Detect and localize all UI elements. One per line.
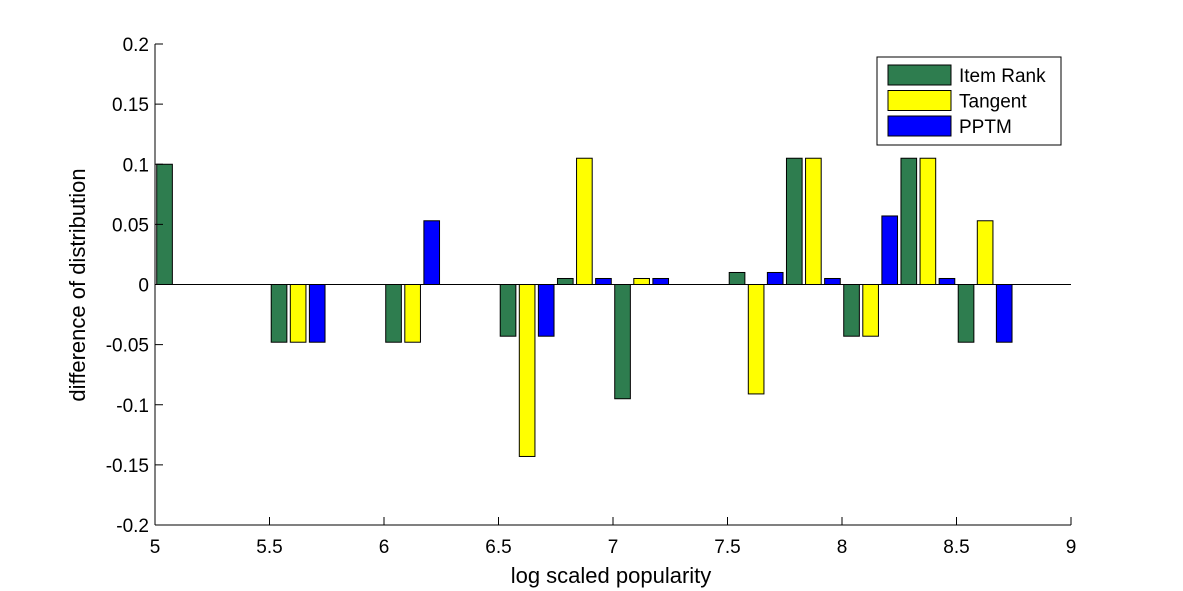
ticks-layer: 0.2 0.15 0.1 0.05 0 -0.05 -0.1 -0.15 -0.25 5.5 6 6.… <box>106 35 1077 558</box>
legend-label-tangent: Tangent <box>959 92 1027 113</box>
x-tick-label: 5 <box>150 537 161 558</box>
bar-item-rank <box>614 284 631 400</box>
y-tick-label: 0.15 <box>112 95 149 116</box>
x-tick-label: 6 <box>379 537 390 558</box>
bar-item-rank <box>728 271 746 286</box>
y-tick-label: -0.1 <box>116 396 149 417</box>
y-axis-label: difference of distribution <box>65 168 90 401</box>
bar-pptm <box>881 215 899 286</box>
bar-pptm <box>595 277 612 285</box>
x-tick-label: 7 <box>608 537 619 558</box>
bar-tangent <box>633 277 650 285</box>
bar-item-rank <box>270 284 288 343</box>
bars-layer <box>156 157 1013 457</box>
legend: Item Rank Tangent PPTM <box>876 56 1062 146</box>
bar-pptm <box>537 284 555 337</box>
bar-item-rank <box>385 284 402 343</box>
legend-swatch-item-rank <box>887 64 952 86</box>
bar-tangent <box>518 284 536 457</box>
x-tick-label: 5.5 <box>256 537 282 558</box>
bar-tangent <box>919 157 937 286</box>
legend-label-item-rank: Item Rank <box>959 66 1046 87</box>
bar-pptm <box>766 271 784 286</box>
legend-swatch-pptm <box>887 115 952 137</box>
x-tick-label: 8 <box>837 537 848 558</box>
bar-item-rank <box>843 284 860 337</box>
x-tick-label: 8.5 <box>943 537 969 558</box>
bar-tangent <box>805 157 822 286</box>
x-tick-label: 6.5 <box>485 537 511 558</box>
bar-pptm <box>308 284 326 343</box>
x-axis-label: log scaled popularity <box>511 563 712 588</box>
bar-item-rank <box>957 284 975 343</box>
y-tick-label: -0.05 <box>106 336 149 357</box>
x-tick-label: 9 <box>1066 537 1077 558</box>
bar-tangent <box>976 220 994 286</box>
y-tick-label: -0.2 <box>116 516 149 537</box>
bar-pptm <box>824 277 841 285</box>
x-tick-label: 7.5 <box>714 537 740 558</box>
bar-tangent <box>576 157 593 286</box>
bar-item-rank <box>785 157 803 286</box>
bar-pptm <box>423 220 441 286</box>
y-tick-label: 0.05 <box>112 215 149 236</box>
y-tick-label: 0.1 <box>123 155 149 176</box>
legend-swatch-tangent <box>887 90 952 111</box>
y-tick-label: -0.15 <box>106 456 149 477</box>
bar-item-rank <box>499 284 517 337</box>
bar-tangent <box>862 284 879 337</box>
bar-pptm <box>652 277 670 285</box>
bar-tangent <box>289 284 307 343</box>
bar-item-rank <box>900 157 918 286</box>
y-tick-label: 0 <box>138 276 149 297</box>
bar-pptm <box>995 284 1013 343</box>
legend-label-pptm: PPTM <box>959 117 1012 138</box>
bar-pptm <box>938 277 956 285</box>
y-tick-label: 0.2 <box>123 35 149 56</box>
bar-tangent <box>404 284 421 343</box>
bar-tangent <box>747 284 765 395</box>
bar-item-rank <box>556 277 574 285</box>
